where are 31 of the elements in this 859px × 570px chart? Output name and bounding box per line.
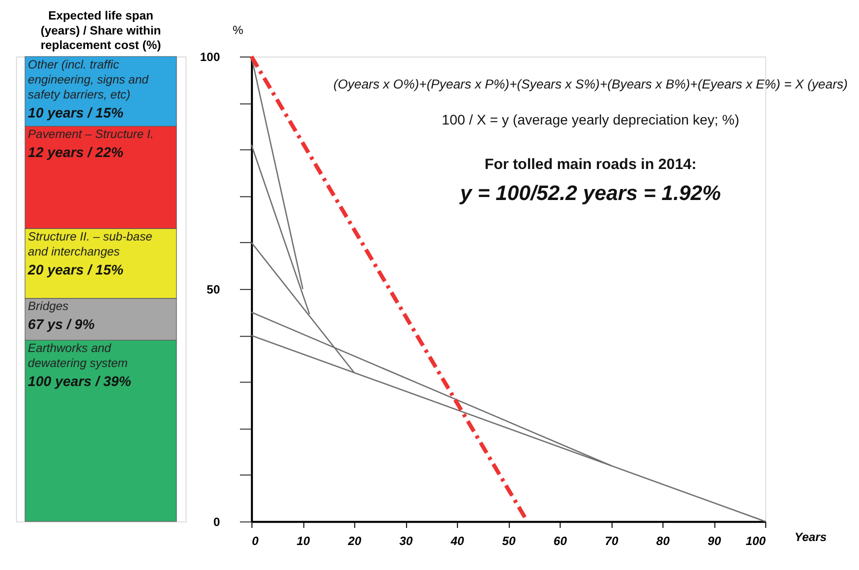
series-label: Structure II. – sub-base and interchanges [28,230,153,258]
annotation: (Oyears x O%)+(Pyears x P%)+(Syears x S%)+(Byears x B%)+(Eyears x E%) = X (years) [333,76,848,92]
series-label: Bridges [28,299,69,314]
series-label: Pavement – Structure I. [28,127,154,142]
x-tick-label: 60 [554,534,568,548]
y-axis-title: % [232,23,244,38]
x-tick-label: 80 [656,534,670,548]
data-label: 100 years / 39% [28,373,132,390]
x-tick-label: 10 [296,534,310,548]
annotation: y = 100/52.2 years = 1.92% [459,182,722,206]
x-tick-label: 50 [502,534,516,548]
series-label: Earthworks and dewatering system [28,341,128,370]
x-tick-label: 0 [252,534,259,548]
chart-title: Expected life span (years) / Share within replacement cost (%) [40,8,161,52]
data-label: 12 years / 22% [28,144,124,160]
annotation: 100 / X = y (average yearly depreciation key; %) [442,111,740,128]
y-tick-label: 0 [213,514,220,529]
x-tick-label: 20 [347,534,362,548]
x-axis-title: Years [794,530,828,544]
x-tick-label: 70 [604,534,619,548]
y-tick-label: 50 [206,282,220,296]
y-tick-label: 100 [200,50,220,64]
data-label: 20 years / 15% [26,261,124,278]
x-tick-label: 90 [708,534,722,548]
data-label: 10 years / 15% [28,104,124,120]
series-label: Other (incl. traffic engineering, signs and safety barriers, etc) [28,57,149,102]
annotation: For tolled main roads in 2014: [484,156,696,174]
x-tick-label: 40 [450,534,464,548]
x-tick-label: 30 [399,534,414,548]
data-label: 67 ys / 9% [28,316,96,332]
x-tick-label: 100 [746,534,766,548]
